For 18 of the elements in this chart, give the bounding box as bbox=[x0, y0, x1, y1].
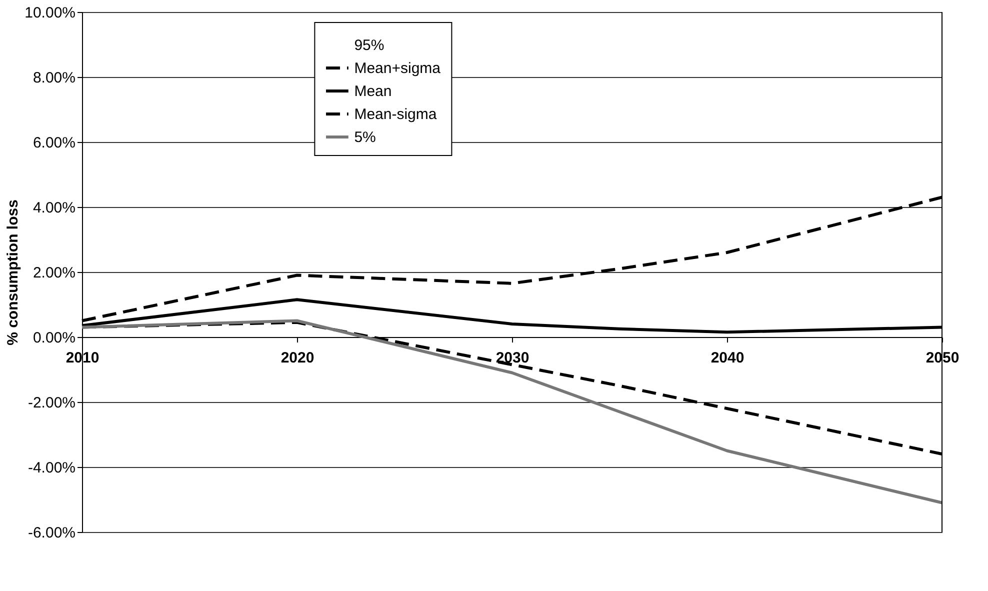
y-tick-label: 0.00% bbox=[32, 330, 76, 346]
y-tick-label: -6.00% bbox=[28, 524, 76, 542]
legend-label: 5% bbox=[354, 129, 376, 146]
y-tick-label: 4.00% bbox=[32, 200, 76, 216]
y-tick-label: -2.00% bbox=[28, 394, 76, 412]
y-tick-label: 8.00% bbox=[32, 70, 76, 86]
y-tick-label: 10.00% bbox=[24, 4, 76, 22]
y-tick-label: 6.00% bbox=[32, 134, 76, 152]
legend-label: Mean bbox=[354, 83, 392, 100]
legend-label: Mean+sigma bbox=[354, 60, 442, 77]
x-tick-label: 2020 bbox=[280, 350, 314, 366]
x-tick-label: 2030 bbox=[496, 350, 530, 366]
y-tick-label: -4.00% bbox=[28, 460, 76, 476]
y-axis-title: % consumption loss bbox=[4, 200, 22, 346]
text: 95% bbox=[354, 37, 384, 54]
y-tick-label: 2.00% bbox=[32, 264, 76, 282]
x-tick-label: 2040 bbox=[710, 350, 744, 366]
legend-label: Mean-sigma bbox=[354, 106, 438, 123]
